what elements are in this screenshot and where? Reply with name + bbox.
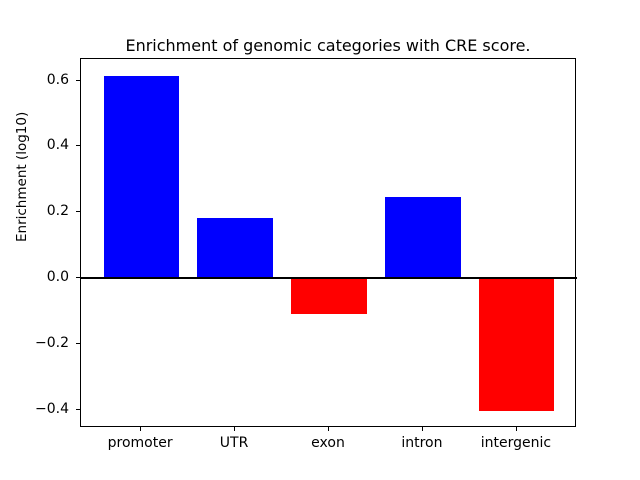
x-tick-mark xyxy=(421,427,423,431)
x-tick-mark xyxy=(140,427,142,431)
y-tick-mark xyxy=(76,145,80,147)
y-tick-label: 0.0 xyxy=(46,269,69,286)
y-tick-mark xyxy=(76,211,80,213)
chart-title: Enrichment of genomic categories with CR… xyxy=(125,36,531,55)
y-tick-label: −0.4 xyxy=(35,400,69,417)
y-tick-mark xyxy=(76,408,80,410)
plot-area xyxy=(80,58,577,427)
y-tick-mark xyxy=(76,277,80,279)
y-tick-mark xyxy=(76,342,80,344)
y-tick-label: 0.4 xyxy=(46,137,69,154)
bar-promoter xyxy=(103,75,179,279)
x-tick-mark xyxy=(515,427,517,431)
x-tick-label-exon: exon xyxy=(311,435,345,451)
bar-intergenic xyxy=(479,278,555,412)
x-tick-label-promoter: promoter xyxy=(107,435,173,451)
bar-exon xyxy=(291,278,367,314)
x-tick-mark xyxy=(328,427,329,431)
x-tick-label-UTR: UTR xyxy=(219,435,249,451)
y-tick-mark xyxy=(76,79,80,81)
x-tick-label-intergenic: intergenic xyxy=(480,435,552,451)
bar-intron xyxy=(385,197,461,279)
bar-UTR xyxy=(197,218,273,279)
zero-line xyxy=(81,277,577,280)
x-tick-label-intron: intron xyxy=(401,435,443,451)
y-tick-label: 0.6 xyxy=(46,71,69,88)
y-tick-label: 0.2 xyxy=(46,203,69,220)
y-tick-label: −0.2 xyxy=(35,334,69,351)
x-tick-mark xyxy=(234,427,236,431)
